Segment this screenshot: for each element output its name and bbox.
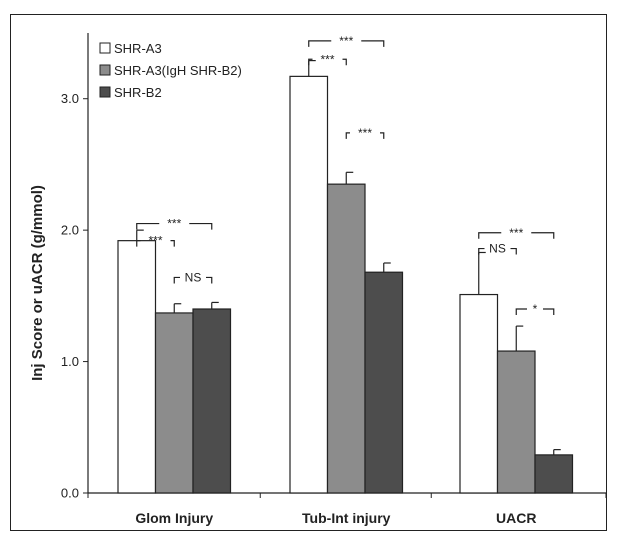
bar [496, 350, 536, 494]
legend-swatch [99, 42, 111, 54]
x-tick-label: UACR [496, 510, 536, 526]
legend-swatch [99, 86, 111, 98]
significance-bracket [136, 222, 213, 230]
x-tick-label: Glom Injury [135, 510, 213, 526]
legend-label: SHR-A3 [114, 41, 162, 56]
significance-label: *** [509, 226, 523, 240]
significance-bracket [515, 308, 555, 315]
significance-label: * [533, 302, 538, 316]
significance-label: *** [167, 217, 181, 231]
bar [117, 240, 157, 494]
x-tick-label: Tub-Int injury [302, 510, 391, 526]
y-tick-label: 1.0 [61, 354, 79, 369]
y-tick-label: 0.0 [61, 486, 79, 501]
significance-bracket [478, 247, 517, 255]
significance-bracket [345, 132, 385, 139]
significance-label: NS [489, 242, 506, 256]
bar [534, 454, 574, 494]
bar [192, 308, 232, 494]
y-axis-title: Inj Score or uACR (g/mmol) [29, 185, 46, 381]
legend-label: SHR-B2 [114, 85, 162, 100]
legend: SHR-A3 SHR-A3(IgH SHR-B2) SHR-B2 [99, 41, 242, 100]
bars [117, 59, 574, 494]
significance-bracket [173, 276, 213, 284]
significance-bracket [308, 40, 385, 47]
y-tick-label: 3.0 [61, 91, 79, 106]
y-tick-label: 2.0 [61, 223, 79, 238]
significance-label: *** [320, 52, 334, 66]
significance-bracket [308, 58, 347, 66]
significance-label: *** [148, 234, 162, 248]
significance-bracket [478, 232, 555, 239]
bar [364, 271, 404, 494]
significance-label: *** [339, 34, 353, 48]
bar [289, 75, 329, 494]
significance-bracket [136, 240, 175, 247]
significance-brackets: ******NS************NS* [136, 34, 555, 316]
bar [459, 293, 499, 494]
significance-label: NS [185, 270, 202, 284]
legend-swatch [99, 64, 111, 76]
legend-label: SHR-A3(IgH SHR-B2) [114, 63, 242, 78]
bar [326, 183, 366, 494]
bar [154, 312, 194, 494]
significance-label: *** [358, 126, 372, 140]
